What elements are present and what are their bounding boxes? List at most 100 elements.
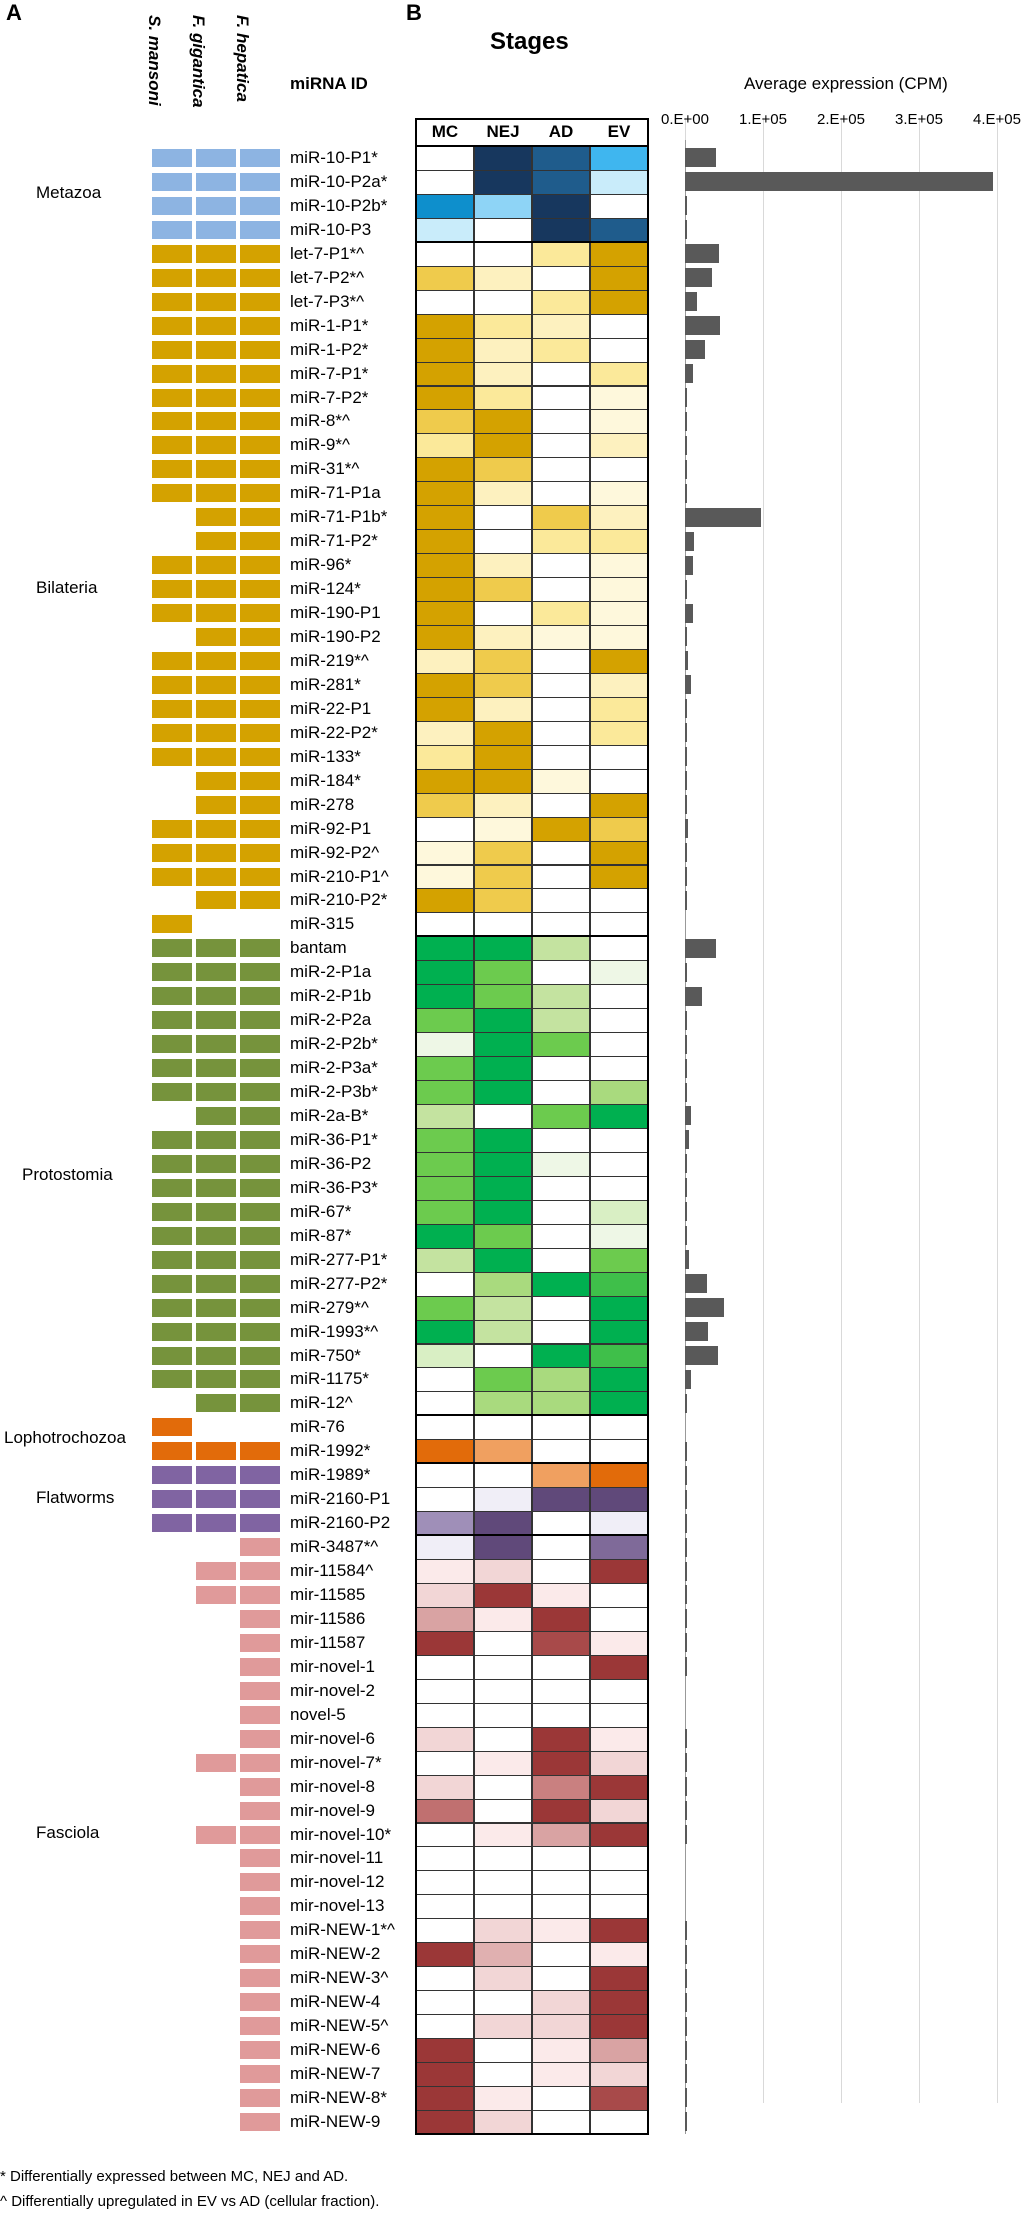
presence-cell <box>196 1059 236 1078</box>
heatmap-cell <box>590 1726 648 1752</box>
expression-bar <box>685 771 687 791</box>
heatmap-cell <box>474 1798 532 1824</box>
presence-cell <box>196 1394 236 1413</box>
heatmap-cell <box>590 505 648 531</box>
heatmap-cell <box>474 720 532 746</box>
presence-cell <box>240 1370 280 1389</box>
presence-cell <box>196 1130 236 1149</box>
presence-cell <box>240 1178 280 1197</box>
heatmap-cell <box>590 2085 648 2111</box>
heatmap-cell <box>416 337 474 363</box>
expression-bar <box>685 651 689 671</box>
heatmap-cell <box>532 864 590 890</box>
expression-bar <box>685 627 688 647</box>
expression-bar <box>685 1968 687 1988</box>
heatmap-cell <box>416 1367 474 1393</box>
presence-cell <box>240 675 280 694</box>
heatmap-cell <box>590 409 648 435</box>
heatmap-cell <box>590 1056 648 1082</box>
mirna-label: miR-36-P1* <box>290 1129 378 1149</box>
heatmap-cell <box>532 2085 590 2111</box>
expression-bar <box>685 866 687 886</box>
heatmap-cell <box>474 2038 532 2063</box>
heatmap-cell <box>474 1008 532 1034</box>
heatmap-cell <box>416 625 474 650</box>
heatmap-cell <box>416 1295 474 1321</box>
heatmap-cell <box>416 840 474 866</box>
heatmap-cell <box>416 2014 474 2040</box>
presence-cell <box>196 675 236 694</box>
mirna-label: miR-NEW-4 <box>290 1992 381 2012</box>
mirna-label: miR-10-P1* <box>290 148 378 167</box>
heatmap-cell <box>532 912 590 938</box>
expression-bar <box>685 1226 687 1246</box>
presence-cell <box>240 1753 280 1772</box>
expression-bar <box>685 268 713 288</box>
expression-bar <box>685 1489 687 1509</box>
presence-cell <box>152 484 192 503</box>
heatmap-cell <box>590 1080 648 1105</box>
heatmap-cell <box>474 1367 532 1393</box>
heatmap-cell <box>532 1175 590 1201</box>
mirna-label: miR-315 <box>290 914 355 934</box>
heatmap-cell <box>416 1463 474 1489</box>
heatmap-cell <box>416 1894 474 1920</box>
presence-cell <box>152 747 192 766</box>
heatmap-cell <box>590 553 648 579</box>
presence-cell <box>152 1442 192 1461</box>
expression-bar <box>685 1537 687 1557</box>
mirna-label: miR-1992* <box>290 1441 371 1461</box>
presence-cell <box>240 1538 280 1557</box>
heatmap-cell <box>416 672 474 698</box>
presence-cell <box>240 1346 280 1365</box>
presence-cell <box>240 819 280 838</box>
presence-cell <box>240 1849 280 1868</box>
presence-cell <box>152 412 192 431</box>
expression-bar <box>685 1369 692 1389</box>
presence-cell <box>240 364 280 383</box>
heatmap-cell <box>416 289 474 315</box>
presence-cell <box>152 867 192 886</box>
presence-cell <box>240 1442 280 1461</box>
mirna-label: miR-36-P2 <box>290 1153 372 1173</box>
heatmap-cell <box>590 1559 648 1584</box>
heatmap-cell <box>474 2085 532 2111</box>
presence-cell <box>240 1657 280 1676</box>
expression-bar <box>685 364 693 384</box>
presence-cell <box>196 819 236 838</box>
heatmap-cell <box>416 1870 474 1896</box>
heatmap-cell <box>532 289 590 315</box>
heatmap-cell <box>474 1942 532 1968</box>
presence-cell <box>240 460 280 479</box>
heatmap-cell <box>590 577 648 603</box>
mirna-label: miR-2160-P1 <box>290 1489 391 1509</box>
heatmap-cell <box>416 912 474 938</box>
expression-bar <box>685 1824 687 1844</box>
heatmap-cell <box>590 792 648 818</box>
expression-bar <box>685 196 688 216</box>
heatmap-cell <box>532 1798 590 1824</box>
expression-bar <box>685 316 721 336</box>
heatmap-cell <box>416 457 474 483</box>
heatmap-cell <box>416 1487 474 1513</box>
presence-cell <box>152 436 192 455</box>
presence-cell <box>240 196 280 215</box>
heatmap-cell <box>590 888 648 914</box>
heatmap-cell <box>590 289 648 315</box>
heatmap-cell <box>532 1391 590 1417</box>
presence-cell <box>196 508 236 527</box>
stage-label-mc: MC <box>431 122 459 141</box>
heatmap-cell <box>532 1247 590 1273</box>
presence-cell <box>152 1322 192 1341</box>
heatmap-cell <box>416 385 474 411</box>
heatmap-cell <box>532 1535 590 1561</box>
expression-bar <box>685 675 692 695</box>
heatmap-cell <box>416 1080 474 1105</box>
heatmap-cell <box>416 1247 474 1273</box>
mirna-label: miR-1-P1* <box>290 315 369 335</box>
heatmap-cell <box>474 1990 532 2016</box>
presence-cell <box>152 1250 192 1269</box>
heatmap-cell <box>474 888 532 914</box>
heatmap-cell <box>532 1199 590 1225</box>
heatmap-cell <box>590 1127 648 1153</box>
